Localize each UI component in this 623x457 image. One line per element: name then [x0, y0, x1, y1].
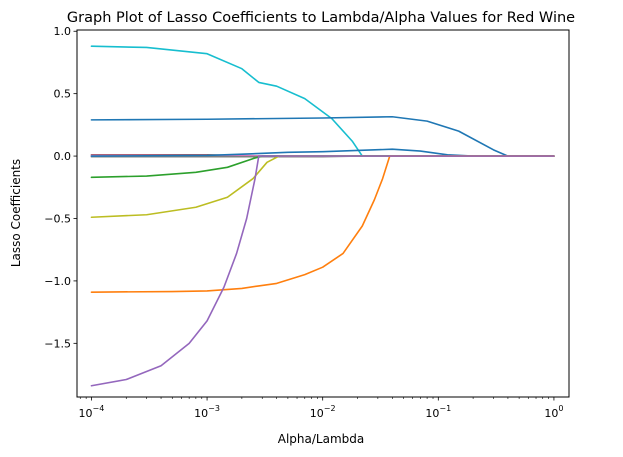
y-axis-label: Lasso Coefficients: [9, 159, 23, 267]
y-tick-label: −0.5: [44, 212, 71, 225]
x-tick-label: 10−1: [425, 404, 451, 420]
y-tick-label: −1.0: [44, 275, 71, 288]
coefficient-line-8: [90, 155, 555, 219]
x-axis-label: Alpha/Lambda: [278, 432, 364, 446]
chart-title: Graph Plot of Lasso Coefficients to Lamb…: [67, 10, 575, 26]
y-axis: 1.0 0.5 0.0 −0.5 −1.0 −1.5: [44, 25, 77, 350]
series-layer: [90, 45, 555, 387]
coefficient-line-10: [90, 155, 555, 387]
coefficient-line-9: [90, 155, 555, 293]
coefficient-line-2: [90, 115, 555, 157]
coefficient-line-1: [90, 45, 555, 157]
x-tick-label: 10−2: [310, 404, 336, 420]
x-axis: 10−4 10−3 10−2 10−1 100: [79, 397, 563, 420]
x-tick-label: 10−4: [79, 404, 105, 420]
coefficient-line-6: [90, 148, 555, 157]
x-tick-label: 10−3: [194, 404, 220, 420]
y-tick-label: 0.5: [54, 88, 72, 101]
y-tick-label: 0.0: [54, 150, 72, 163]
y-tick-label: −1.5: [44, 337, 71, 350]
x-tick-label: 100: [544, 404, 563, 420]
y-tick-label: 1.0: [54, 25, 72, 38]
